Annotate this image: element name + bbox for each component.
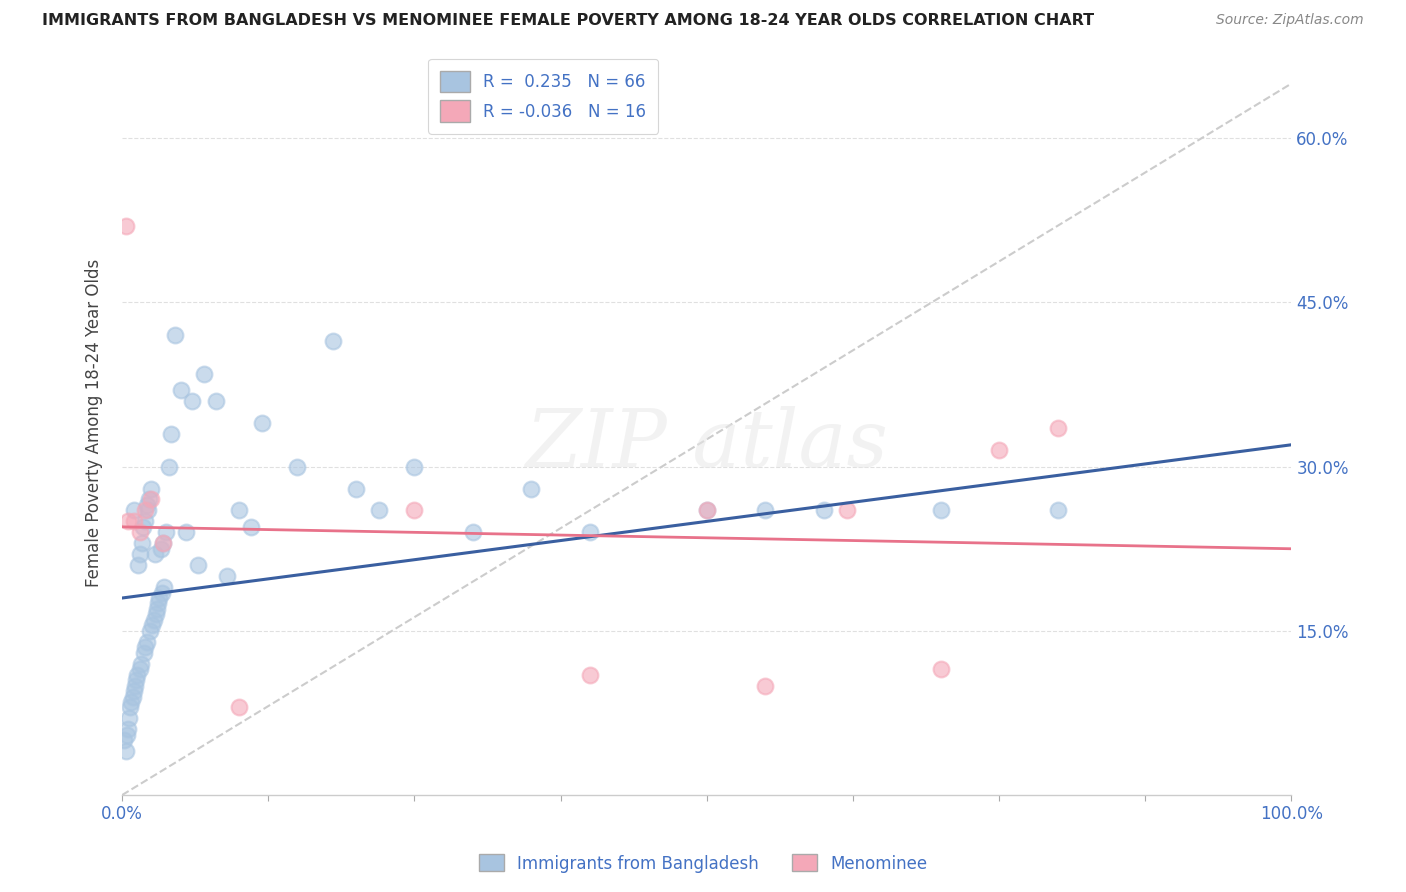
Point [160,426,183,441]
Point [368,503,391,517]
Point [142,613,165,627]
Point [141,492,163,507]
Point [120,700,142,714]
Point [128,662,150,676]
Point [696,503,718,517]
Point [193,367,215,381]
Point [1046,421,1069,435]
Point [578,667,600,681]
Point [114,744,136,758]
Point [404,503,426,517]
Point [239,520,262,534]
Point [122,684,145,698]
Point [134,503,156,517]
Point [252,416,274,430]
Point [146,602,169,616]
Point [322,334,344,348]
Point [520,482,543,496]
Point [134,515,156,529]
Point [128,547,150,561]
Point [115,728,138,742]
Point [114,219,136,233]
Point [1046,503,1069,517]
Point [135,498,157,512]
Point [139,624,162,638]
Point [228,700,250,714]
Point [112,733,135,747]
Legend: R =  0.235   N = 66, R = -0.036   N = 16: R = 0.235 N = 66, R = -0.036 N = 16 [429,59,658,134]
Point [117,515,139,529]
Point [148,597,170,611]
Point [155,525,177,540]
Point [696,503,718,517]
Point [120,695,142,709]
Y-axis label: Female Poverty Among 18-24 Year Olds: Female Poverty Among 18-24 Year Olds [86,259,103,587]
Point [813,503,835,517]
Point [127,558,149,573]
Point [217,569,239,583]
Point [124,679,146,693]
Text: Source: ZipAtlas.com: Source: ZipAtlas.com [1216,13,1364,28]
Point [131,536,153,550]
Point [929,503,952,517]
Point [117,723,139,737]
Point [122,515,145,529]
Point [228,503,250,517]
Point [163,328,186,343]
Point [134,640,156,655]
Point [929,662,952,676]
Text: ZIP atlas: ZIP atlas [526,407,889,484]
Point [754,503,776,517]
Point [150,585,173,599]
Point [118,711,141,725]
Point [122,503,145,517]
Point [176,525,198,540]
Point [141,482,163,496]
Point [141,618,163,632]
Point [344,482,367,496]
Point [152,536,174,550]
Point [129,657,152,671]
Point [204,394,226,409]
Point [578,525,600,540]
Point [461,525,484,540]
Point [128,525,150,540]
Point [121,690,143,704]
Point [138,492,160,507]
Point [152,536,174,550]
Point [134,646,156,660]
Point [132,520,155,534]
Point [287,459,309,474]
Point [404,459,426,474]
Point [148,591,170,605]
Point [153,580,176,594]
Point [754,679,776,693]
Point [149,541,172,556]
Point [835,503,858,517]
Point [169,383,191,397]
Legend: Immigrants from Bangladesh, Menominee: Immigrants from Bangladesh, Menominee [472,847,934,880]
Point [988,443,1011,458]
Text: IMMIGRANTS FROM BANGLADESH VS MENOMINEE FEMALE POVERTY AMONG 18-24 YEAR OLDS COR: IMMIGRANTS FROM BANGLADESH VS MENOMINEE … [42,13,1094,29]
Point [143,547,166,561]
Point [125,673,148,687]
Point [157,459,180,474]
Point [181,394,204,409]
Point [135,635,157,649]
Point [145,607,167,622]
Point [127,667,149,681]
Point [136,503,159,517]
Point [187,558,209,573]
